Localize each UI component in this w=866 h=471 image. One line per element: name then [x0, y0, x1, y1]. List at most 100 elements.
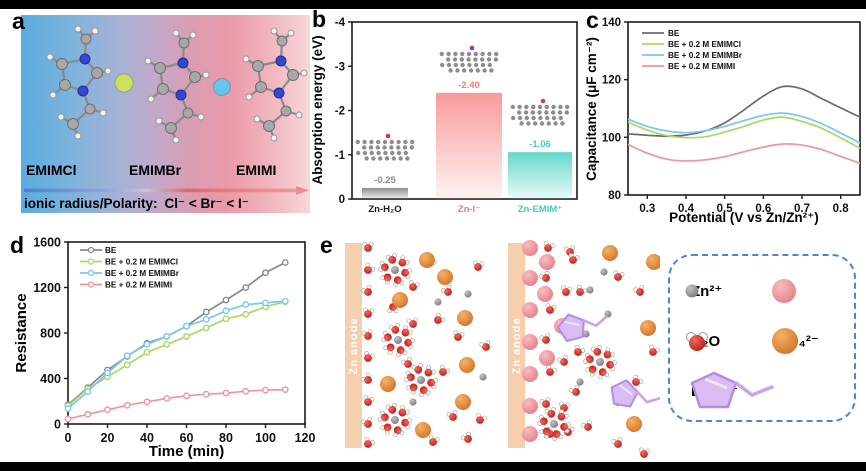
svg-text:400: 400	[40, 372, 61, 386]
zn-ion	[586, 286, 594, 294]
bar-category-label: Zn-I⁻	[458, 204, 480, 215]
capacitance-line-chart: 0.3 0.4 0.5 0.6 0.7 0.8 80 100 120 140 Potential (…	[584, 17, 861, 225]
legend-entry: BE + 0.2 M EMIMI	[668, 62, 735, 71]
x-axis-title: Potential (V vs Zn/Zn²⁺)	[669, 210, 819, 225]
bottom-black-strip	[0, 462, 866, 471]
right-electrolyte	[522, 240, 660, 458]
sulfate-icon	[772, 328, 798, 354]
emim-molecule	[242, 27, 308, 142]
sulfate-sphere	[455, 394, 471, 410]
bar-category-label: Zn-EMIM⁺	[518, 204, 563, 215]
iodide-sphere	[522, 302, 538, 318]
sulfate-sphere	[602, 245, 618, 261]
adsorbate-dot	[540, 98, 546, 104]
x-axis-ticks: 0 20 40 60 80 100 120	[65, 424, 315, 445]
iodide-sphere	[522, 270, 538, 286]
sulfate-sphere	[380, 376, 396, 392]
legend: BE BE + 0.2 M EMIMCl BE + 0.2 M EMIMBr BE +…	[80, 246, 180, 290]
x-axis-ticks: 0.3 0.4 0.5 0.6 0.7 0.8	[639, 195, 849, 215]
panel-label-d: d	[10, 232, 25, 258]
zn-solvation-cluster	[381, 323, 415, 357]
zn-ion	[479, 373, 487, 381]
legend-entry: BE + 0.2 M EMIMCl	[668, 40, 741, 49]
svg-text:0.3: 0.3	[639, 203, 655, 215]
legend-item-emim: EMIM⁺	[684, 371, 774, 409]
legend-label-zn: Zn²⁺	[691, 283, 723, 300]
molecule-name-emimcl: EMIMCl	[26, 162, 77, 178]
legend-entry: BE + 0.2 M EMIMBr	[105, 269, 180, 278]
curve-BE + 0.2 M EMIMBr	[67, 300, 286, 410]
sulfate-sphere	[640, 320, 656, 336]
anion-sphere	[213, 78, 231, 96]
legend-item-water: H₂O	[684, 332, 770, 351]
plot-frame	[627, 21, 861, 196]
legend-entry: BE + 0.2 M EMIMBr	[668, 51, 743, 60]
emim-molecule	[46, 25, 134, 140]
zn-ion	[434, 298, 442, 306]
svg-text:0: 0	[339, 194, 345, 206]
sulfate-sphere	[437, 269, 453, 285]
curve-BE	[627, 85, 861, 138]
legend-entry: BE + 0.2 M EMIMI	[105, 281, 172, 290]
zn-ion	[582, 330, 590, 338]
curves	[64, 259, 289, 423]
svg-text:0.4: 0.4	[678, 203, 695, 215]
caption-relation: Cl⁻ < Br⁻ < I⁻	[164, 196, 249, 211]
molecule-structures-svg	[46, 25, 308, 144]
zn-solvation-cluster	[583, 345, 617, 379]
polarity-gradient-background: EMIMCl EMIMBr EMIMI ionic radius/Pol	[21, 15, 310, 213]
y-axis-title: Capacitance (μF cm⁻²)	[584, 37, 599, 181]
zn-solvation-cluster	[378, 403, 412, 437]
x-axis-title: Time (min)	[149, 443, 225, 460]
bar-Zn-I⁻	[436, 92, 502, 199]
svg-text:80: 80	[608, 190, 621, 202]
svg-text:-2: -2	[335, 106, 345, 118]
svg-text:-3: -3	[335, 61, 345, 73]
curve-BE + 0.2 M EMIMI	[627, 143, 861, 165]
species-legend-box: Zn²⁺ I⁻ H₂O SO₄²⁻	[668, 254, 856, 422]
y-axis-title: Absorption energy (eV)	[310, 35, 325, 184]
zn-solvation-cluster	[537, 407, 571, 441]
zn-ion	[576, 378, 584, 386]
svg-text:800: 800	[40, 327, 61, 341]
zn-ion	[409, 398, 417, 406]
zn-anode-bar-right: Zn anode	[508, 243, 525, 448]
bar-Zn-H₂O	[362, 187, 408, 199]
iodide-sphere	[522, 426, 538, 442]
emim-cation-icon	[690, 371, 774, 409]
panel-a-molecules: EMIMCl EMIMBr EMIMI ionic radius/Pol	[10, 9, 312, 224]
bar-value-label: -2.40	[458, 80, 480, 91]
svg-text:1200: 1200	[33, 281, 61, 295]
curve-BE + 0.2 M EMIMBr	[627, 112, 861, 144]
y-axis-ticks: 0 -1 -2 -3 -4	[335, 17, 352, 206]
legend-entry: BE + 0.2 M EMIMCl	[105, 258, 178, 267]
panel-label-c: c	[586, 7, 599, 33]
legend-item-iodide: I⁻	[770, 279, 796, 303]
electrolyte-schematic-svg	[360, 240, 660, 458]
adsorbate-dot	[385, 133, 391, 139]
zn-ion	[600, 268, 608, 276]
emim-cation	[557, 313, 608, 343]
iodide-sphere	[539, 254, 555, 270]
top-black-strip	[0, 0, 866, 9]
bar-value-label: -0.25	[374, 175, 396, 186]
curve-BE + 0.2 M EMIMI	[67, 388, 286, 420]
left-electrolyte	[360, 241, 491, 448]
zn-ion-icon	[685, 284, 699, 298]
iodide-sphere	[522, 240, 538, 256]
svg-text:140: 140	[602, 17, 621, 29]
panel-label-a: a	[12, 8, 25, 34]
polarity-arrow	[24, 186, 309, 195]
zn-anode-bar-left: Zn anode	[345, 243, 362, 448]
svg-text:20: 20	[101, 431, 115, 445]
emim-cation	[610, 379, 660, 408]
bars: -0.25 Zn-H₂O -2.40 Zn-I⁻ -1.06 Zn-EMIM⁺	[362, 80, 572, 215]
iodide-sphere	[522, 398, 538, 414]
y-axis-title: Resistance	[13, 293, 30, 372]
iodide-sphere	[522, 366, 538, 382]
zn-solvation-cluster	[404, 363, 438, 397]
svg-text:1600: 1600	[33, 236, 61, 250]
panel-label-e: e	[320, 232, 333, 258]
svg-text:100: 100	[602, 132, 621, 144]
molecule-name-emimbr: EMIMBr	[129, 162, 182, 178]
